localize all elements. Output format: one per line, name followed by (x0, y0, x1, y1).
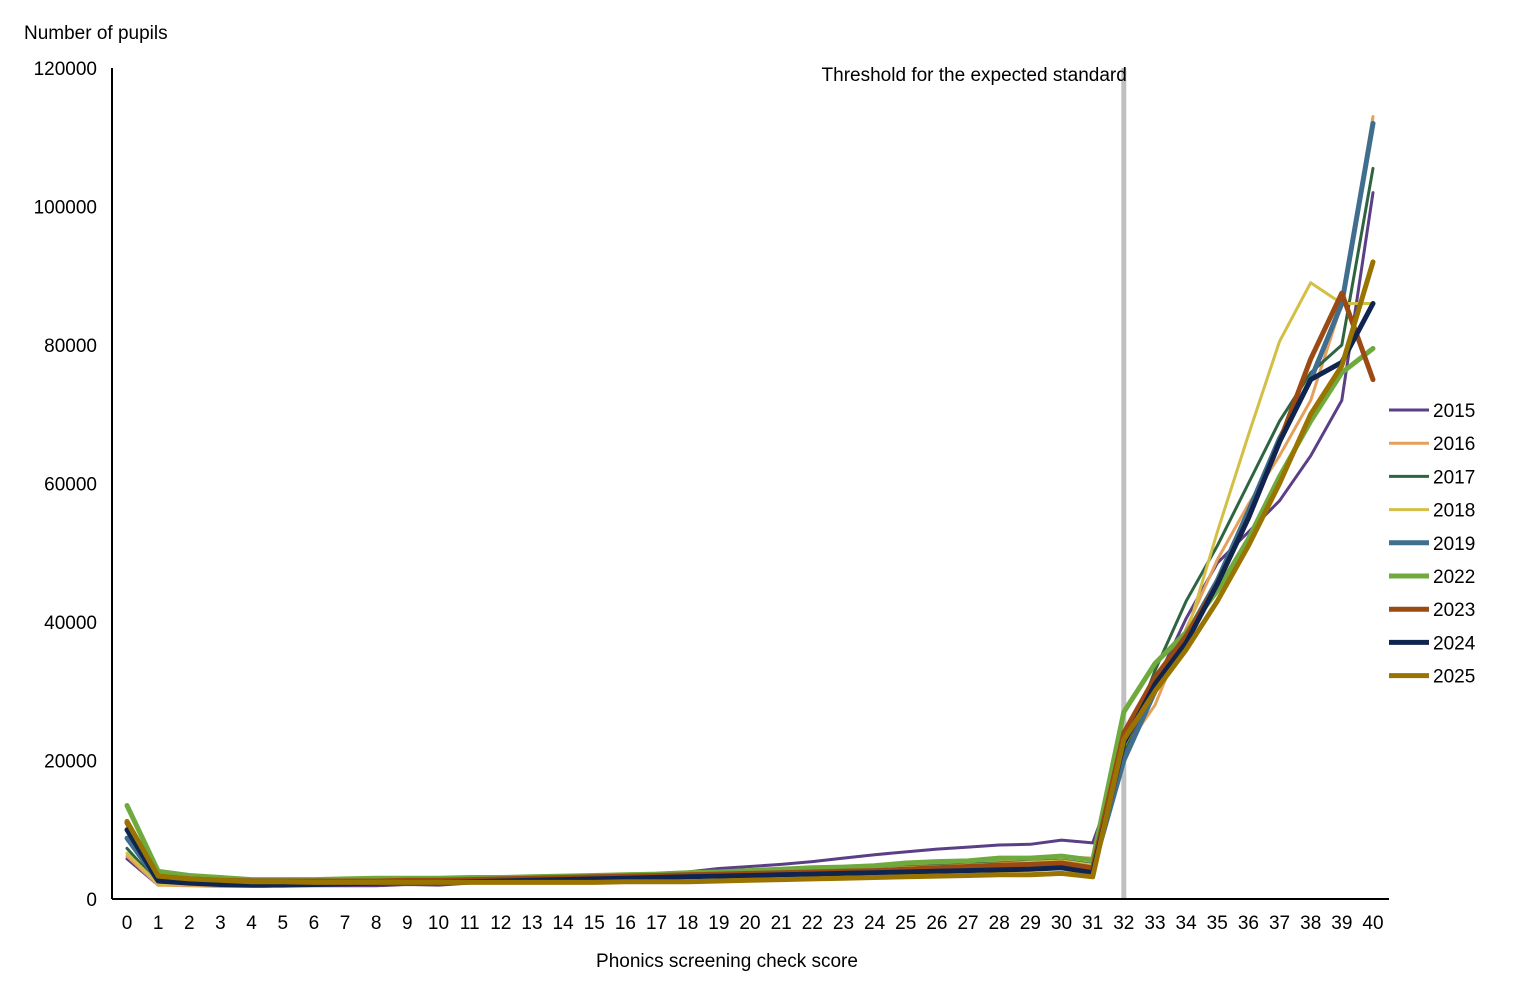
series-line-2015 (125, 191, 1375, 888)
y-tick-label: 80000 (44, 336, 97, 357)
x-tick-label: 31 (1082, 913, 1103, 934)
legend-label-2017: 2017 (1433, 467, 1475, 488)
x-tick-label: 30 (1051, 913, 1072, 934)
x-tick-label: 15 (584, 913, 605, 934)
x-tick-label: 2 (184, 913, 195, 934)
x-tick-label: 20 (739, 913, 760, 934)
x-tick-label: 28 (989, 913, 1010, 934)
y-axis-label: Number of pupils (24, 23, 168, 44)
x-tick-label: 5 (277, 913, 288, 934)
x-tick-label: 0 (122, 913, 133, 934)
series-lines (124, 115, 1376, 888)
series-line-2024 (124, 301, 1376, 888)
y-tick-label: 100000 (34, 198, 97, 219)
x-tick-label: 34 (1176, 913, 1198, 934)
series-line-2018 (125, 281, 1375, 887)
legend-label-2019: 2019 (1433, 534, 1475, 555)
x-axis-label: Phonics screening check score (596, 951, 858, 972)
x-tick-label: 38 (1300, 913, 1321, 934)
legend-label-2022: 2022 (1433, 567, 1475, 588)
x-tick-label: 35 (1207, 913, 1228, 934)
x-tick-label: 4 (246, 913, 257, 934)
series-line-2019 (124, 120, 1376, 887)
x-tick-label: 12 (490, 913, 511, 934)
y-tick-label: 20000 (44, 752, 97, 773)
legend-label-2015: 2015 (1433, 401, 1475, 422)
legend: 2015 2016 2017 2018 2019 2022 2023 2024 2025 (1389, 401, 1476, 688)
x-tick-label: 13 (521, 913, 542, 934)
x-tick-label: 8 (371, 913, 382, 934)
x-tick-label: 29 (1020, 913, 1041, 934)
x-tick-label: 22 (802, 913, 823, 934)
x-tick-label: 37 (1269, 913, 1290, 934)
x-tick-label: 11 (460, 913, 480, 934)
legend-label-2023: 2023 (1433, 600, 1475, 621)
x-tick-label: 9 (402, 913, 413, 934)
y-tick-label: 120000 (34, 59, 97, 80)
threshold-label: Threshold for the expected standard (822, 65, 1127, 86)
x-tick-label: 19 (708, 913, 729, 934)
series-line-2023 (124, 290, 1376, 884)
x-tick-label: 6 (309, 913, 320, 934)
series-line-2025 (124, 259, 1376, 885)
y-tick-label: 40000 (44, 613, 97, 634)
legend-label-2024: 2024 (1433, 633, 1476, 654)
x-tick-label: 25 (895, 913, 916, 934)
x-axis-ticks: 0 1 2 3 4 5 6 7 8 9 10 11 12 13 14 15 16 17 18 19 20 21 22 23 24… (122, 913, 1384, 934)
x-tick-label: 36 (1238, 913, 1259, 934)
x-tick-label: 3 (215, 913, 226, 934)
x-tick-label: 27 (957, 913, 978, 934)
x-tick-label: 32 (1113, 913, 1134, 934)
x-tick-label: 18 (677, 913, 698, 934)
x-tick-label: 40 (1362, 913, 1383, 934)
x-tick-label: 17 (646, 913, 667, 934)
x-tick-label: 33 (1144, 913, 1165, 934)
x-tick-label: 16 (615, 913, 636, 934)
series-line-2017 (125, 166, 1375, 886)
x-tick-label: 10 (428, 913, 449, 934)
legend-label-2016: 2016 (1433, 434, 1475, 455)
y-axis-ticks: 0 20000 40000 60000 80000 100000 120000 (34, 59, 97, 911)
x-tick-label: 39 (1331, 913, 1352, 934)
y-tick-label: 0 (86, 890, 97, 911)
x-tick-label: 26 (926, 913, 947, 934)
series-line-2016 (125, 115, 1375, 888)
x-tick-label: 14 (553, 913, 575, 934)
x-tick-label: 7 (340, 913, 351, 934)
y-tick-label: 60000 (44, 475, 97, 496)
x-tick-label: 1 (153, 913, 164, 934)
legend-label-2025: 2025 (1433, 667, 1475, 688)
threshold-marker: Threshold for the expected standard (822, 65, 1127, 899)
legend-label-2018: 2018 (1433, 501, 1475, 522)
x-tick-label: 23 (833, 913, 854, 934)
series-line-2022 (124, 346, 1376, 883)
x-tick-label: 24 (864, 913, 886, 934)
x-tick-label: 21 (771, 913, 792, 934)
